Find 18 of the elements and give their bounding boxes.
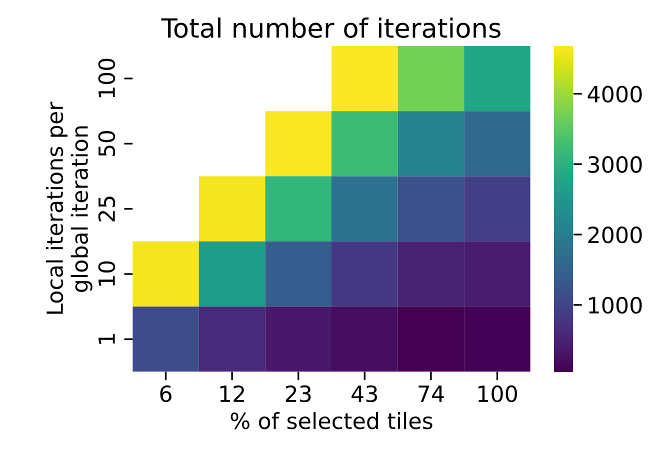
x-tick-label: 74 [418, 386, 444, 402]
x-tick-label: 43 [352, 385, 378, 402]
y-tick-label: 50 [98, 131, 116, 156]
color-bar-label: 4000 [588, 86, 642, 103]
y-tick-label: 10 [98, 261, 116, 286]
y-tick-label: 1 [98, 334, 115, 344]
x-tick-label: 23 [286, 385, 311, 402]
x-tick-label: 12 [220, 385, 244, 402]
chart-title: Total number of iterations [161, 18, 500, 38]
x-tick-label: 100 [478, 385, 517, 402]
x-tick-label: 6 [160, 385, 172, 402]
color-bar-label: 2000 [588, 226, 642, 244]
color-bar-label: 3000 [588, 156, 642, 173]
y-tick-label: 25 [98, 196, 116, 222]
color-bar-label: 1000 [589, 296, 642, 314]
y-tick-label: 100 [98, 58, 116, 98]
x-axis-title: % of selected tiles [230, 412, 432, 430]
y-axis-title: Local iterations per global iteration [46, 102, 92, 314]
